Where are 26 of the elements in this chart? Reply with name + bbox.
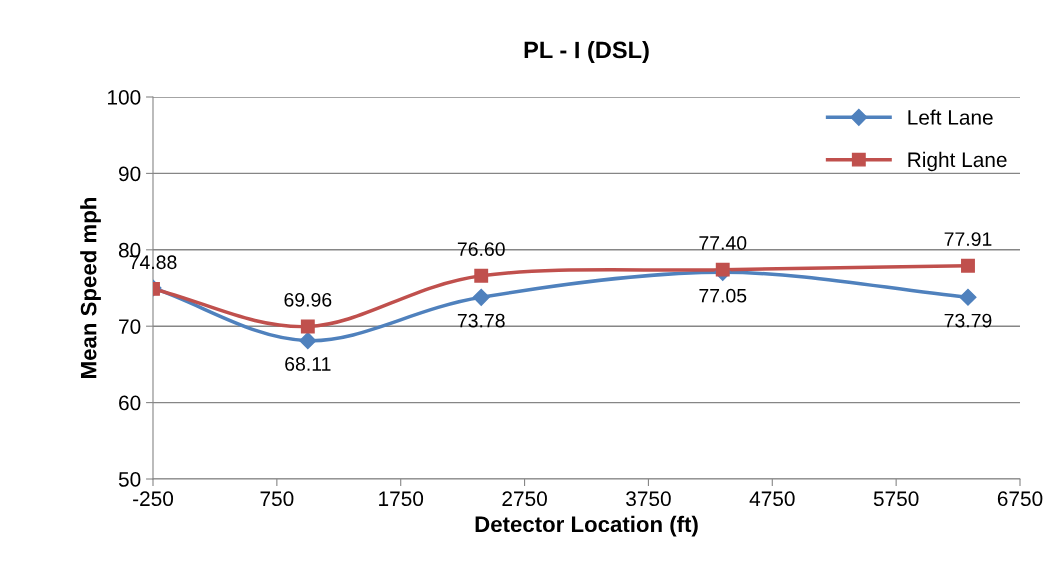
data-label: 77.40 [699, 236, 747, 250]
data-label: 76.60 [457, 242, 505, 256]
x-tick-label: 6750 [997, 491, 1043, 507]
y-axis-title: Mean Speed mph [80, 198, 101, 378]
y-tick-label: 90 [119, 166, 141, 182]
data-label: 77.05 [699, 288, 747, 303]
x-tick-label: 2750 [502, 491, 547, 507]
x-tick-label: 5750 [873, 491, 919, 507]
legend-label: Left Lane [908, 109, 993, 125]
y-tick-label: 50 [118, 472, 141, 487]
legend-label: Right Lane [908, 151, 1007, 172]
chart-title: PL - I (DSL) [524, 41, 649, 64]
data-label: 69.96 [284, 292, 332, 307]
x-tick-label: 3750 [626, 491, 671, 507]
y-tick-label: 60 [119, 395, 141, 411]
x-tick-label: 1750 [379, 491, 424, 507]
y-tick-label: 100 [108, 90, 141, 105]
x-axis-title: Detector Location (ft) [475, 515, 698, 537]
y-tick-label: 70 [119, 319, 141, 334]
data-label: 73.78 [457, 313, 505, 328]
data-label: 73.79 [944, 313, 992, 328]
x-tick-label: 750 [260, 491, 294, 507]
x-tick-label: 4750 [749, 491, 795, 507]
data-label: 77.91 [944, 232, 992, 246]
x-tick-label: -250 [133, 491, 174, 507]
data-label: 68.11 [285, 357, 331, 371]
